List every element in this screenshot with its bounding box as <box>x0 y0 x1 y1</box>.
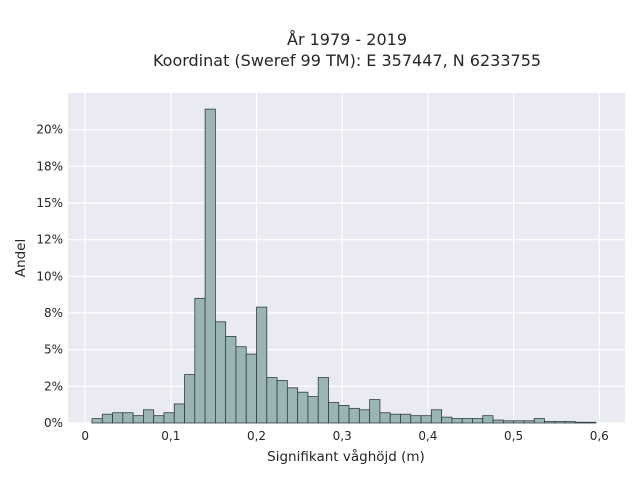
histogram-bars <box>91 108 597 424</box>
x-tick-label: 0,6 <box>590 429 609 443</box>
histogram-bar <box>369 399 381 424</box>
histogram-bar <box>451 418 463 424</box>
y-tick-label: 10% <box>36 269 63 283</box>
histogram-bar <box>328 402 340 424</box>
histogram-bar <box>389 413 401 424</box>
x-tick-labels: 0 0,1 0,2 0,3 0,4 0,5 0,6 <box>81 429 609 443</box>
histogram-bar <box>400 413 412 424</box>
histogram-bar <box>317 377 329 424</box>
histogram-bar <box>461 418 473 424</box>
histogram-bar <box>482 415 494 424</box>
histogram-bar <box>441 416 453 424</box>
y-tick-label: 8% <box>44 306 63 320</box>
histogram-bar <box>585 421 597 424</box>
chart-title-line-1: År 1979 - 2019 <box>287 30 407 49</box>
histogram-bar <box>338 404 350 424</box>
histogram-bar <box>358 409 371 424</box>
histogram-bar <box>204 108 216 424</box>
grid-lines <box>68 93 625 424</box>
histogram-bar <box>564 421 576 424</box>
histogram-bar <box>163 412 175 424</box>
histogram-bar <box>225 336 237 424</box>
histogram-bar <box>410 415 422 424</box>
y-tick-labels: 0% 2% 5% 8% 10% 12% 15% 18% 20% <box>36 123 63 430</box>
y-tick-label: 12% <box>36 233 63 247</box>
histogram-bar <box>256 306 268 424</box>
histogram-bar <box>544 421 556 424</box>
histogram-bar <box>523 420 535 424</box>
y-tick-label: 5% <box>44 343 63 357</box>
histogram-bar <box>143 409 155 424</box>
y-tick-label: 20% <box>36 123 63 137</box>
chart-title-line-2: Koordinat (Sweref 99 TM): E 357447, N 62… <box>153 51 541 70</box>
histogram-bar <box>492 419 504 424</box>
histogram-bar <box>297 391 309 424</box>
histogram-bar <box>513 420 525 424</box>
histogram-bar <box>276 380 288 424</box>
histogram-bar <box>307 396 319 424</box>
histogram-bar <box>214 321 227 424</box>
histogram-bar <box>101 413 113 424</box>
y-tick-label: 15% <box>36 196 63 210</box>
histogram-bar <box>420 415 432 424</box>
x-tick-label: 0,5 <box>504 429 523 443</box>
histogram-bar <box>173 403 185 424</box>
histogram-bar <box>502 420 515 424</box>
histogram-bar <box>112 412 124 424</box>
y-axis-label: Andel <box>13 239 29 277</box>
x-tick-label: 0 <box>81 429 89 443</box>
histogram-bar <box>379 412 391 424</box>
histogram-bar <box>235 346 247 424</box>
y-tick-label: 2% <box>44 379 63 393</box>
x-tick-label: 0,4 <box>418 429 437 443</box>
histogram-bar <box>122 412 134 424</box>
histogram-bar <box>184 374 196 424</box>
y-tick-label: 18% <box>36 159 63 173</box>
histogram-bar <box>533 418 545 424</box>
histogram-bar <box>430 409 443 424</box>
histogram-bar <box>194 297 206 424</box>
x-axis-label: Signifikant våghöjd (m) <box>267 448 425 465</box>
histogram-bar <box>91 418 103 424</box>
histogram-bar <box>574 421 586 424</box>
x-tick-label: 0,3 <box>333 429 352 443</box>
histogram-bar <box>286 387 299 424</box>
histogram-bar <box>153 415 165 424</box>
histogram-bar <box>245 353 257 424</box>
x-tick-label: 0,2 <box>247 429 266 443</box>
histogram-bar <box>472 418 484 424</box>
histogram-bar <box>266 377 278 424</box>
histogram-bar <box>348 407 360 424</box>
x-tick-label: 0,1 <box>161 429 180 443</box>
histogram-bar <box>132 415 144 424</box>
histogram-bar <box>554 421 566 424</box>
y-tick-label: 0% <box>44 416 63 430</box>
plot-area <box>68 93 625 423</box>
